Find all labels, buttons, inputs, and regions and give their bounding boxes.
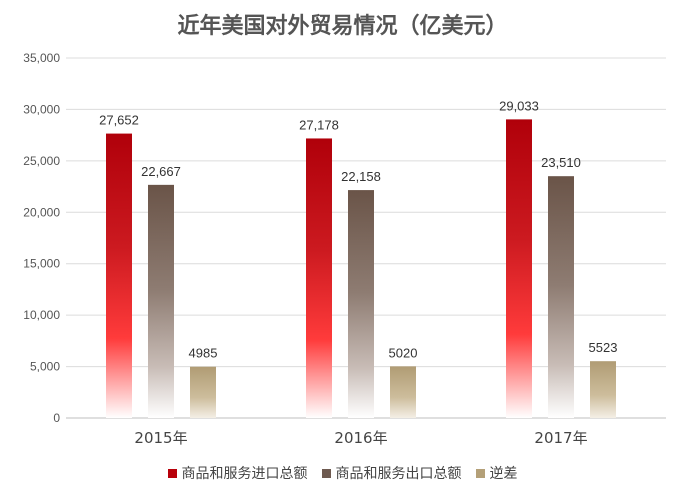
y-tick-label: 25,000	[23, 154, 60, 168]
data-label: 5020	[389, 345, 418, 360]
chart-title: 近年美国对外贸易情况（亿美元）	[177, 14, 508, 39]
bar	[590, 361, 616, 418]
legend-label: 商品和服务出口总额	[335, 466, 462, 482]
legend-label: 商品和服务进口总额	[181, 466, 308, 482]
x-tick-label: 2015年	[134, 429, 187, 447]
y-tick-label: 5,000	[30, 360, 60, 374]
data-label: 4985	[189, 346, 218, 361]
legend-swatch	[167, 468, 177, 478]
bar	[306, 138, 332, 418]
legend-label: 逆差	[489, 466, 518, 482]
bar	[106, 133, 132, 419]
y-tick-label: 20,000	[23, 205, 60, 219]
legend-swatch	[475, 468, 485, 478]
chart-legend: 商品和服务进口总额 商品和服务出口总额 逆差	[0, 463, 685, 483]
x-tick-label: 2016年	[334, 429, 387, 447]
legend-item: 逆差	[475, 463, 518, 483]
bar	[548, 176, 574, 418]
y-tick-label: 15,000	[23, 257, 60, 271]
legend-swatch	[321, 468, 331, 478]
data-label: 27,178	[299, 117, 339, 132]
bar	[506, 119, 532, 419]
bar	[190, 366, 216, 418]
y-tick-label: 30,000	[23, 102, 60, 116]
data-label: 5523	[589, 340, 618, 355]
data-label: 27,652	[99, 113, 139, 128]
data-label: 23,510	[541, 155, 581, 170]
x-tick-label: 2017年	[534, 429, 587, 447]
y-tick-label: 35,000	[23, 51, 60, 65]
y-tick-label: 0	[53, 411, 60, 425]
bar	[390, 366, 416, 418]
data-label: 29,033	[499, 98, 539, 113]
bar	[148, 184, 174, 418]
y-tick-label: 10,000	[23, 308, 60, 322]
data-label: 22,667	[141, 164, 181, 179]
legend-item: 商品和服务进口总额	[167, 463, 308, 483]
legend-item: 商品和服务出口总额	[321, 463, 462, 483]
data-label: 22,158	[341, 169, 381, 184]
bar	[348, 190, 374, 418]
